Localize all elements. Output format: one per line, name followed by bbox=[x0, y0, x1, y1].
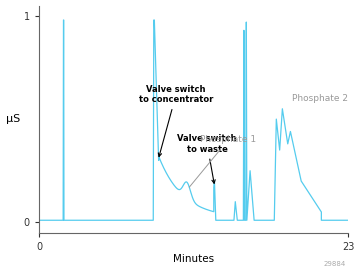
Y-axis label: μS: μS bbox=[5, 114, 20, 124]
Text: Valve switch
to waste: Valve switch to waste bbox=[177, 134, 237, 183]
Text: Phosphate 1: Phosphate 1 bbox=[189, 135, 256, 187]
Text: Phosphate 2: Phosphate 2 bbox=[292, 94, 348, 103]
Text: 29884: 29884 bbox=[323, 261, 346, 267]
X-axis label: Minutes: Minutes bbox=[173, 254, 214, 264]
Text: Valve switch
to concentrator: Valve switch to concentrator bbox=[139, 85, 213, 157]
